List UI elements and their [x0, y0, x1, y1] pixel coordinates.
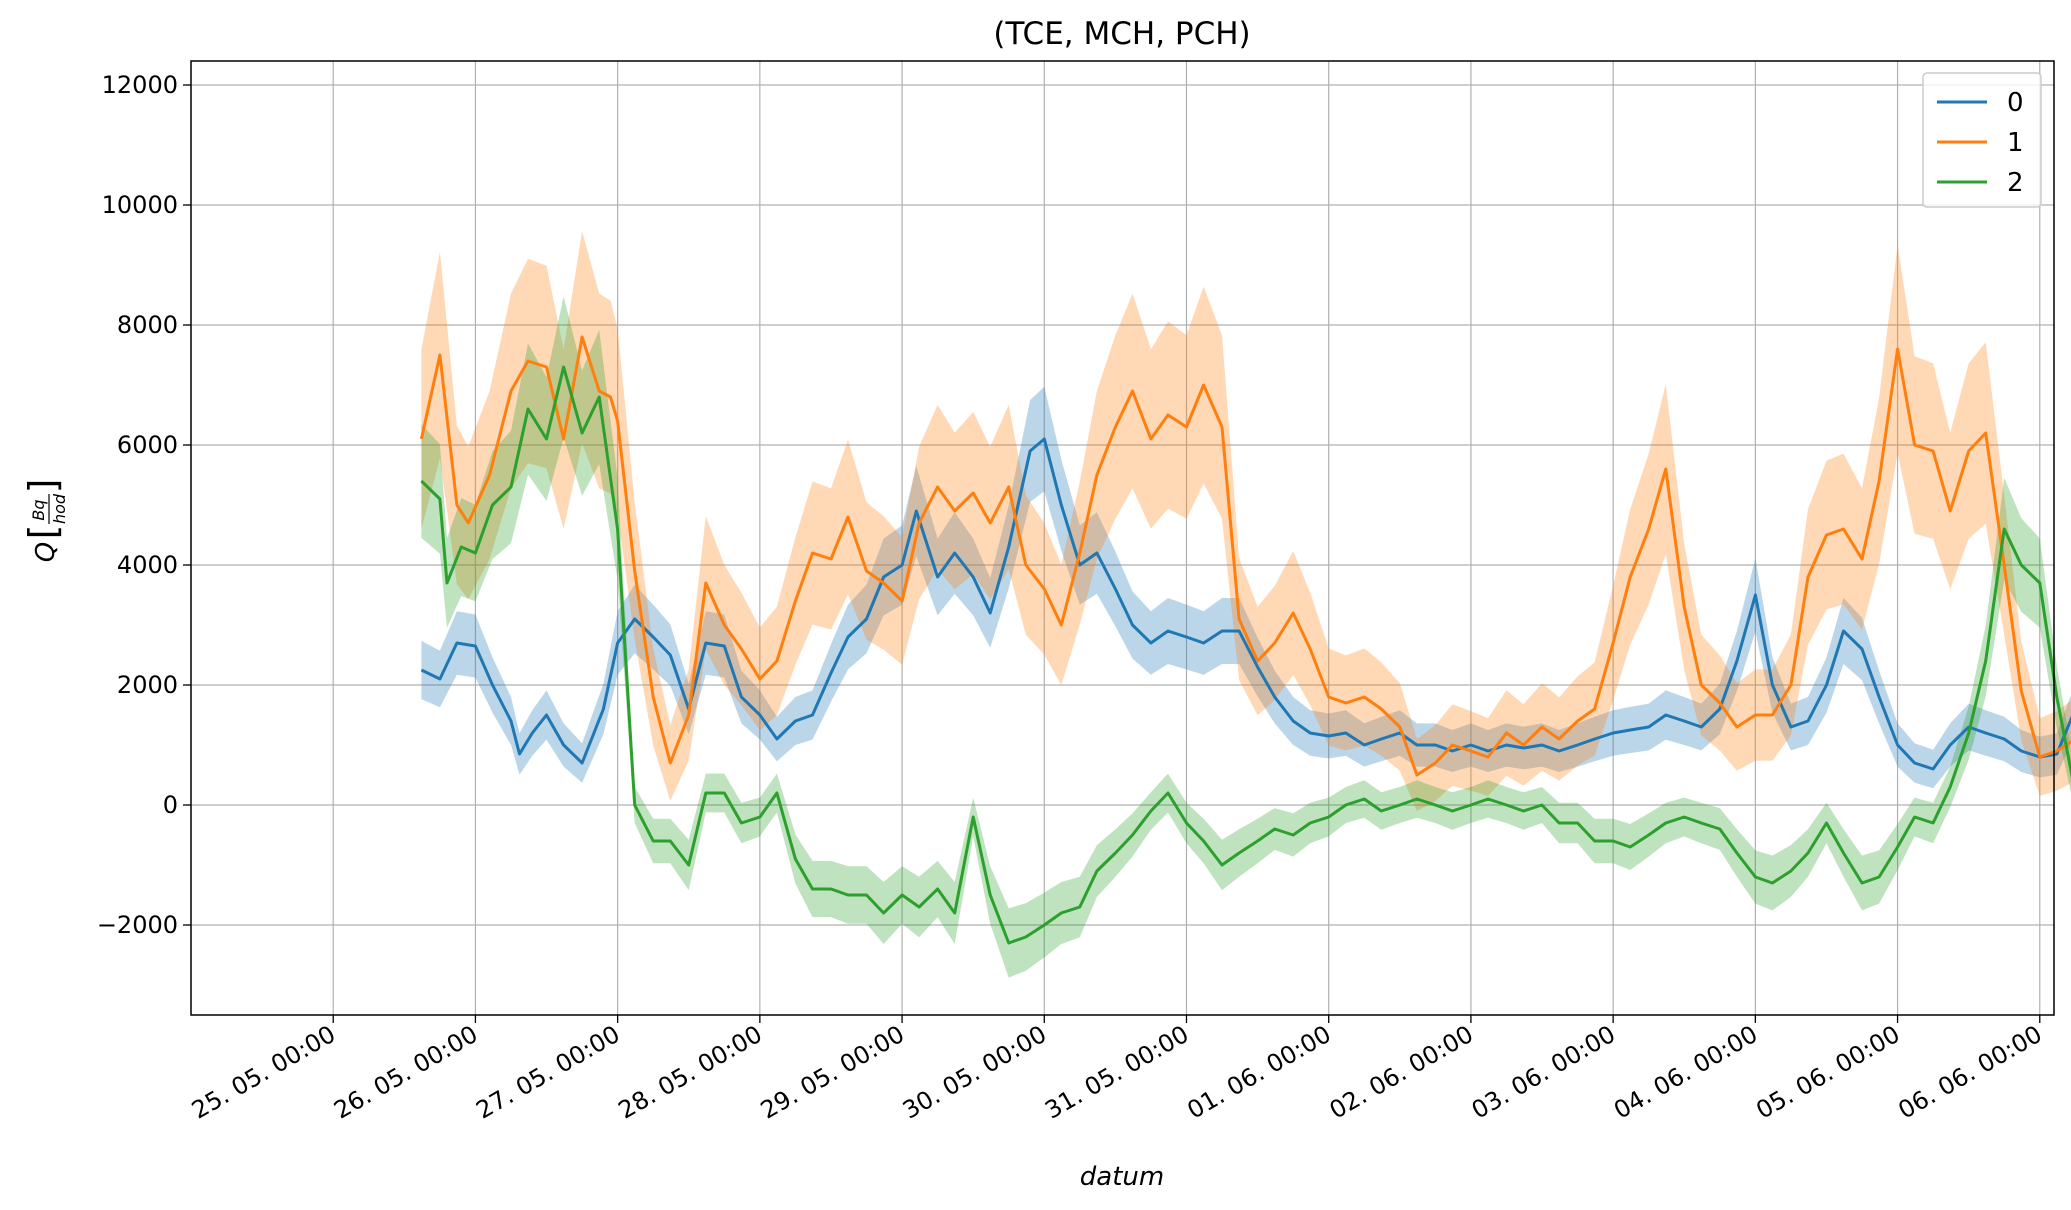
y-tick-label: 0: [163, 791, 178, 819]
y-tick-label: 12000: [102, 71, 178, 99]
y-axis-label: Q: [31, 542, 61, 562]
y-tick-label: 8000: [117, 311, 178, 339]
y-tick-label: 10000: [102, 191, 178, 219]
y-tick-label: 2000: [117, 671, 178, 699]
legend-label-1: 1: [2007, 128, 2024, 158]
series-1-line: [419, 335, 2071, 777]
legend-box: [1922, 72, 2042, 208]
series-0-line: [420, 437, 2071, 771]
plot-frame: [190, 60, 2055, 1016]
y-axis-title: Q [ Bq hod ]: [21, 479, 69, 563]
x-axis-title: datum: [1080, 1162, 1164, 1192]
legend-label-0: 0: [2007, 88, 2024, 118]
series-2-line: [420, 365, 2071, 945]
series-2-band: [421, 296, 2071, 978]
series-lines: [419, 335, 2071, 945]
series-0-band: [421, 386, 2071, 789]
y-tick-label: −2000: [97, 911, 178, 939]
series-1-band: [421, 230, 2071, 811]
y-axis-bracket-right: ]: [21, 479, 65, 494]
y-axis-unit-denominator: hod: [50, 493, 69, 524]
chart-title: (TCE, MCH, PCH): [993, 16, 1250, 52]
y-axis-unit-numerator: Bq: [29, 499, 48, 520]
legend: 0 1 2: [1922, 72, 2042, 208]
y-axis-bracket-left: [: [21, 525, 65, 540]
y-tick-label: 4000: [117, 551, 178, 579]
y-axis: −2000 0 2000 4000 6000 8000 10000 12000: [97, 71, 191, 939]
legend-label-2: 2: [2007, 168, 2024, 198]
y-tick-label: 6000: [117, 431, 178, 459]
confidence-bands: [421, 230, 2071, 978]
